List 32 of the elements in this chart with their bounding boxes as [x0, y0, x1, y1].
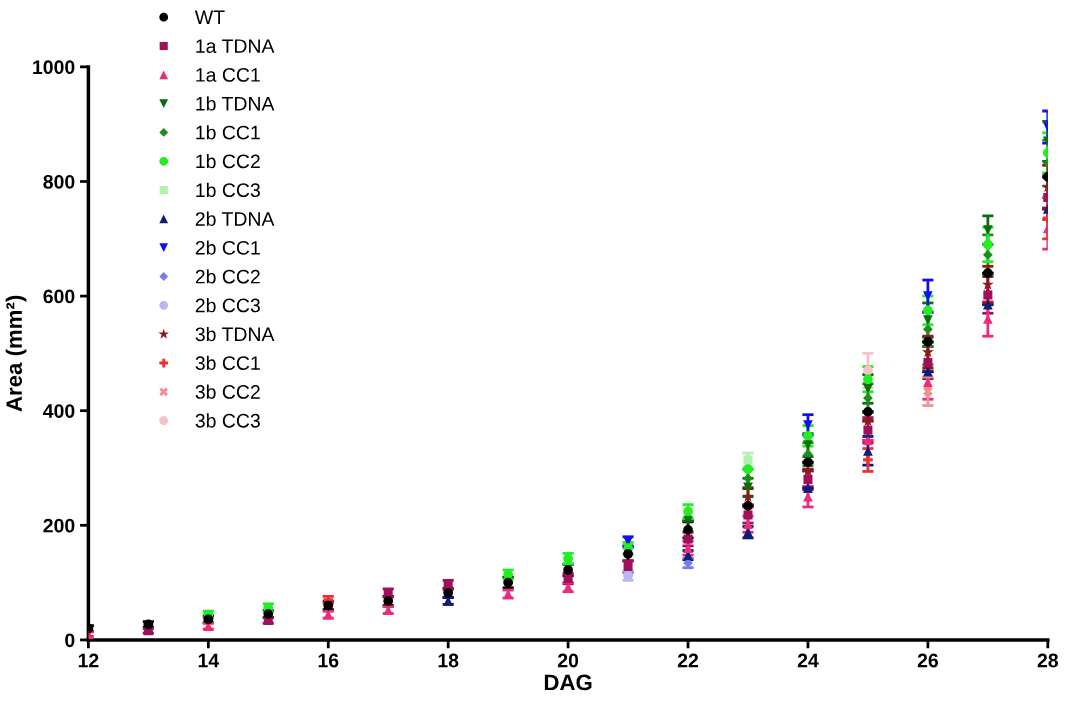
x-axis-title: DAG: [544, 674, 592, 691]
legend-label: 1b CC3: [196, 182, 260, 198]
x-tick-label: 18: [438, 653, 459, 668]
y-tick-label: 200: [43, 518, 75, 533]
y-tick-label: 1000: [33, 60, 75, 75]
legend-label: 1a TDNA: [196, 39, 275, 53]
y-tick-label: 600: [43, 289, 75, 304]
legend-label: 3b CC1: [195, 355, 260, 370]
legend-label: 1a CC1: [196, 68, 260, 82]
y-tick-label: 800: [43, 174, 75, 189]
legend-label: 1b CC2: [196, 153, 260, 169]
x-tick-label: 22: [677, 653, 699, 668]
legend-label: 3b CC2: [195, 384, 260, 399]
y-tick-label: 400: [43, 404, 75, 418]
legend-label: 3b TDNA: [195, 326, 275, 342]
x-tick-label: 26: [917, 653, 938, 668]
legend-label: WT: [194, 10, 225, 24]
legend-label: 3b CC3: [195, 413, 260, 428]
x-tick-label: 12: [78, 653, 99, 668]
x-tick-label: 28: [1037, 653, 1059, 668]
y-tick-label: 0: [65, 633, 75, 648]
x-tick-label: 24: [797, 653, 819, 668]
legend-label: 2b TDNA: [195, 211, 275, 226]
legend-label: 2b CC3: [195, 298, 260, 313]
legend-label: 1b CC1: [196, 125, 260, 140]
legend-label: 2b CC2: [195, 269, 260, 284]
y-axis-title: Area (mm²): [5, 295, 27, 412]
x-tick-label: 16: [318, 653, 339, 668]
legend-label: 1b TDNA: [196, 96, 275, 111]
legend-label: 2b CC1: [195, 240, 260, 255]
x-tick-label: 20: [557, 653, 579, 668]
x-tick-label: 14: [198, 653, 220, 668]
